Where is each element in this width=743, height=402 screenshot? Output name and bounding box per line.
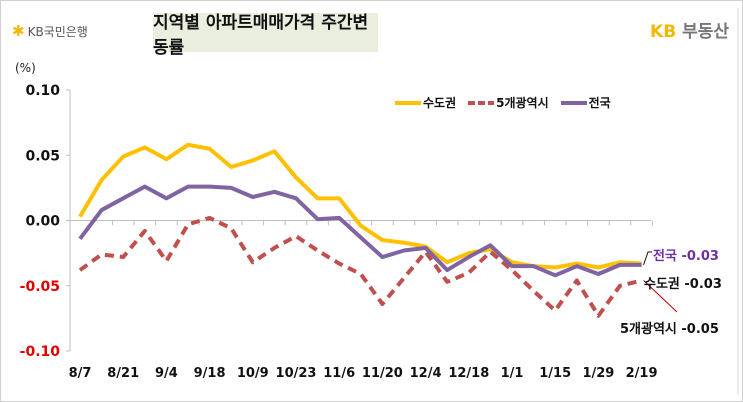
- legend-item-capital: 수도권: [395, 94, 456, 111]
- x-tick-label: 8/21: [107, 366, 139, 381]
- legend-label: 전국: [588, 96, 611, 110]
- y-tick-label: -0.05: [20, 279, 60, 295]
- kb-star-icon: ✱: [12, 22, 25, 40]
- leader-line-national: [643, 251, 652, 266]
- x-tick-label: 8/7: [69, 366, 92, 381]
- kb-realestate-logo: KB 부동산: [650, 17, 729, 42]
- chart-title: 지역별 아파트매매가격 주간변동률: [153, 12, 369, 58]
- legend-item-national: 전국: [560, 94, 611, 111]
- brand-text: 부동산: [682, 22, 729, 42]
- x-tick-label: 9/4: [155, 366, 178, 381]
- x-tick-label: 2/19: [626, 366, 658, 381]
- legend: 수도권 5개광역시 전국: [395, 94, 611, 111]
- y-tick-label: 0.10: [25, 83, 60, 99]
- series-line-1: [78, 215, 643, 318]
- x-tick-label: 1/29: [582, 366, 614, 381]
- y-tick-label: 0.05: [25, 148, 60, 164]
- series-line-2: [78, 184, 642, 278]
- end-label-metro5: 5개광역시 -0.05: [620, 322, 719, 337]
- y-tick-label: 0.00: [25, 214, 60, 230]
- y-axis-unit: (%): [15, 61, 36, 75]
- end-label-capital: 수도권 -0.03: [644, 277, 722, 292]
- end-label-national: 전국 -0.03: [653, 249, 719, 264]
- x-tick-label: 11/6: [323, 366, 355, 381]
- y-tick-label: -0.10: [20, 344, 61, 360]
- legend-swatch-metro5: [468, 100, 495, 105]
- legend-swatch-capital: [395, 100, 421, 105]
- x-tick-label: 11/20: [362, 366, 403, 381]
- legend-label: 수도권: [423, 96, 457, 110]
- x-tick-label: 10/23: [276, 366, 317, 381]
- leader-line-metro5: [643, 280, 678, 313]
- series-line-0: [78, 142, 642, 270]
- legend-swatch-national: [560, 100, 587, 105]
- legend-label: 5개광역시: [496, 96, 549, 110]
- x-tick-label: 12/4: [410, 366, 442, 381]
- x-tick-label: 9/18: [194, 366, 226, 381]
- x-tick-label: 1/1: [501, 366, 524, 381]
- legend-item-metro5: 5개광역시: [468, 94, 549, 111]
- x-tick-label: 12/18: [448, 366, 489, 381]
- x-tick-label: 1/15: [539, 366, 571, 381]
- kb-bank-logo-text: KB국민은행: [27, 24, 88, 39]
- kb-bank-logo: ✱ KB국민은행: [12, 22, 88, 40]
- x-tick-label: 10/9: [237, 366, 269, 381]
- brand-kb: KB: [650, 22, 677, 42]
- chart-title-box: 지역별 아파트매매가격 주간변동률: [153, 13, 378, 58]
